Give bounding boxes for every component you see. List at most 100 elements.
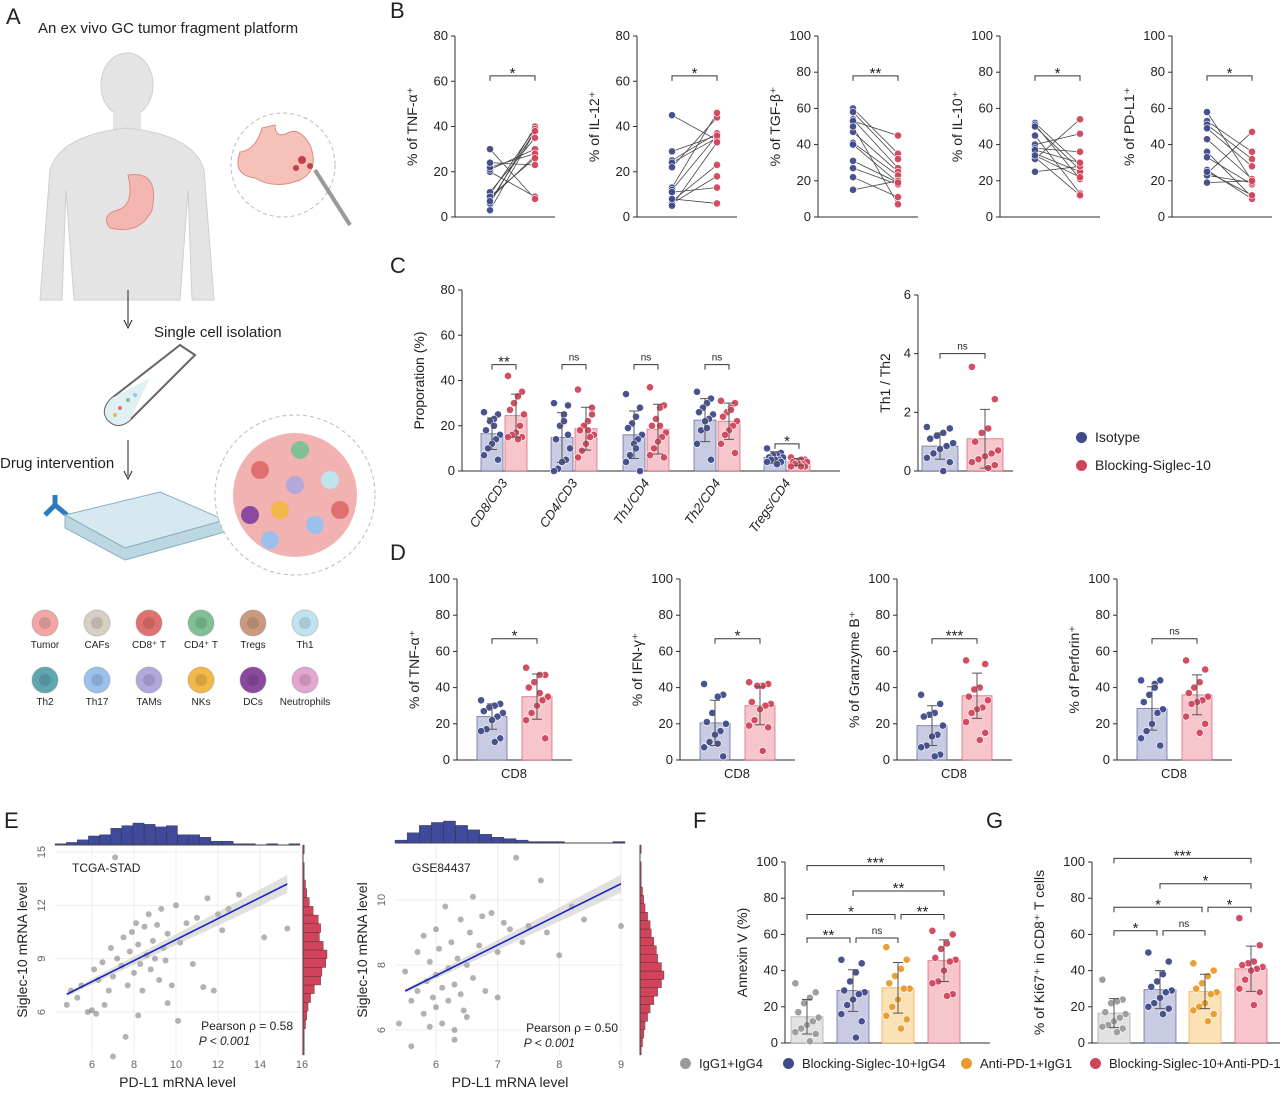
data-point: [433, 971, 439, 978]
cell-nks-icon: [187, 666, 215, 694]
data-point: [126, 948, 133, 955]
data-point: [1252, 964, 1261, 973]
data-point: [722, 719, 730, 728]
data-point: [494, 949, 501, 955]
y-tick-label: 20: [659, 716, 673, 731]
data-point: [662, 428, 670, 437]
data-point: [1198, 696, 1207, 705]
data-point: [891, 972, 899, 980]
data-point: [758, 747, 767, 755]
data-point: [713, 161, 721, 169]
data-point: [937, 944, 945, 953]
y-axis-label: % of PD-L1⁺: [1121, 87, 1137, 166]
data-point: [1144, 1002, 1153, 1011]
y-tick-label: 100: [971, 28, 993, 43]
significance-label: ns: [712, 353, 723, 364]
y-tick-label: 20: [1096, 716, 1110, 731]
data-point: [486, 165, 494, 174]
data-point: [731, 399, 739, 408]
pair-line: [489, 157, 536, 197]
pair-line: [1034, 126, 1081, 171]
data-point: [215, 911, 221, 918]
data-point: [463, 962, 470, 968]
data-point: [725, 426, 733, 435]
x-category-label: CD8: [501, 766, 527, 781]
error-bar: [980, 408, 990, 469]
y-tick-label: 80: [436, 607, 450, 622]
histogram-bar: [639, 1021, 646, 1030]
data-point: [1258, 963, 1267, 971]
bar: [693, 419, 717, 472]
data-point: [934, 977, 943, 986]
data-point: [717, 396, 725, 405]
cell-label: DCs: [243, 697, 262, 708]
data-point: [948, 930, 957, 939]
data-point: [578, 446, 586, 455]
y-tick-label: 20: [876, 716, 890, 731]
data-point: [423, 978, 430, 985]
data-point: [852, 1033, 860, 1042]
data-point: [849, 156, 857, 165]
cell-th2-icon: [31, 666, 59, 694]
data-point: [504, 433, 512, 441]
significance-label: ns: [872, 926, 883, 937]
data-point: [122, 1033, 129, 1040]
data-point: [849, 104, 857, 113]
data-point: [917, 743, 925, 752]
data-point: [518, 387, 526, 396]
data-point: [486, 192, 494, 201]
data-point: [668, 201, 676, 210]
y-tick-label: 80: [441, 282, 455, 297]
data-point: [814, 1013, 823, 1022]
data-point: [753, 681, 762, 690]
data-point: [849, 185, 857, 194]
data-point: [1198, 979, 1206, 988]
data-point: [131, 969, 137, 976]
data-point: [933, 730, 942, 739]
histogram-bar: [302, 976, 321, 986]
test-tube-icon: [103, 343, 197, 426]
data-point: [1031, 131, 1039, 140]
data-point: [99, 959, 106, 966]
significance-bracket: [714, 638, 761, 644]
regression-line: [66, 883, 288, 995]
histogram-bar: [639, 886, 643, 896]
data-point: [1101, 1008, 1110, 1017]
histogram-bar: [302, 1046, 305, 1056]
data-point: [791, 460, 799, 469]
data-point: [932, 431, 941, 440]
data-point: [1156, 741, 1165, 750]
cell-nucleus-icon: [299, 674, 311, 686]
data-point: [1076, 175, 1084, 183]
histogram-bar: [612, 841, 626, 844]
bar: [763, 456, 787, 472]
data-point: [531, 124, 539, 133]
cell-cd8t-icon: [135, 609, 163, 637]
data-point: [95, 977, 102, 983]
data-point: [63, 1001, 70, 1008]
significance-bracket: [1206, 75, 1253, 81]
y-tick-label: 60: [797, 100, 811, 115]
histogram-bar: [210, 840, 223, 846]
y-axis-label: % of IL-12⁺: [586, 91, 602, 162]
histogram-bar: [639, 987, 658, 997]
legend-label: Blocking-Siglec-10: [1095, 457, 1211, 473]
y-tick-label: 4: [904, 346, 911, 361]
significance-label: *: [1203, 873, 1209, 890]
significance-label: *: [784, 433, 790, 450]
data-point: [771, 455, 779, 464]
data-point: [414, 949, 421, 955]
data-point: [1153, 709, 1162, 717]
data-point: [622, 390, 630, 398]
cell-nucleus-icon: [91, 674, 103, 686]
y-tick-label: 40: [797, 137, 811, 152]
data-point: [396, 1020, 402, 1027]
data-point: [1031, 149, 1039, 158]
cell-label: CD8⁺ T: [132, 640, 166, 651]
data-point: [1121, 1010, 1130, 1018]
data-point: [948, 990, 957, 999]
data-point: [1150, 680, 1159, 688]
histogram-bar: [540, 841, 553, 844]
data-point: [668, 158, 676, 167]
data-point: [700, 680, 708, 688]
